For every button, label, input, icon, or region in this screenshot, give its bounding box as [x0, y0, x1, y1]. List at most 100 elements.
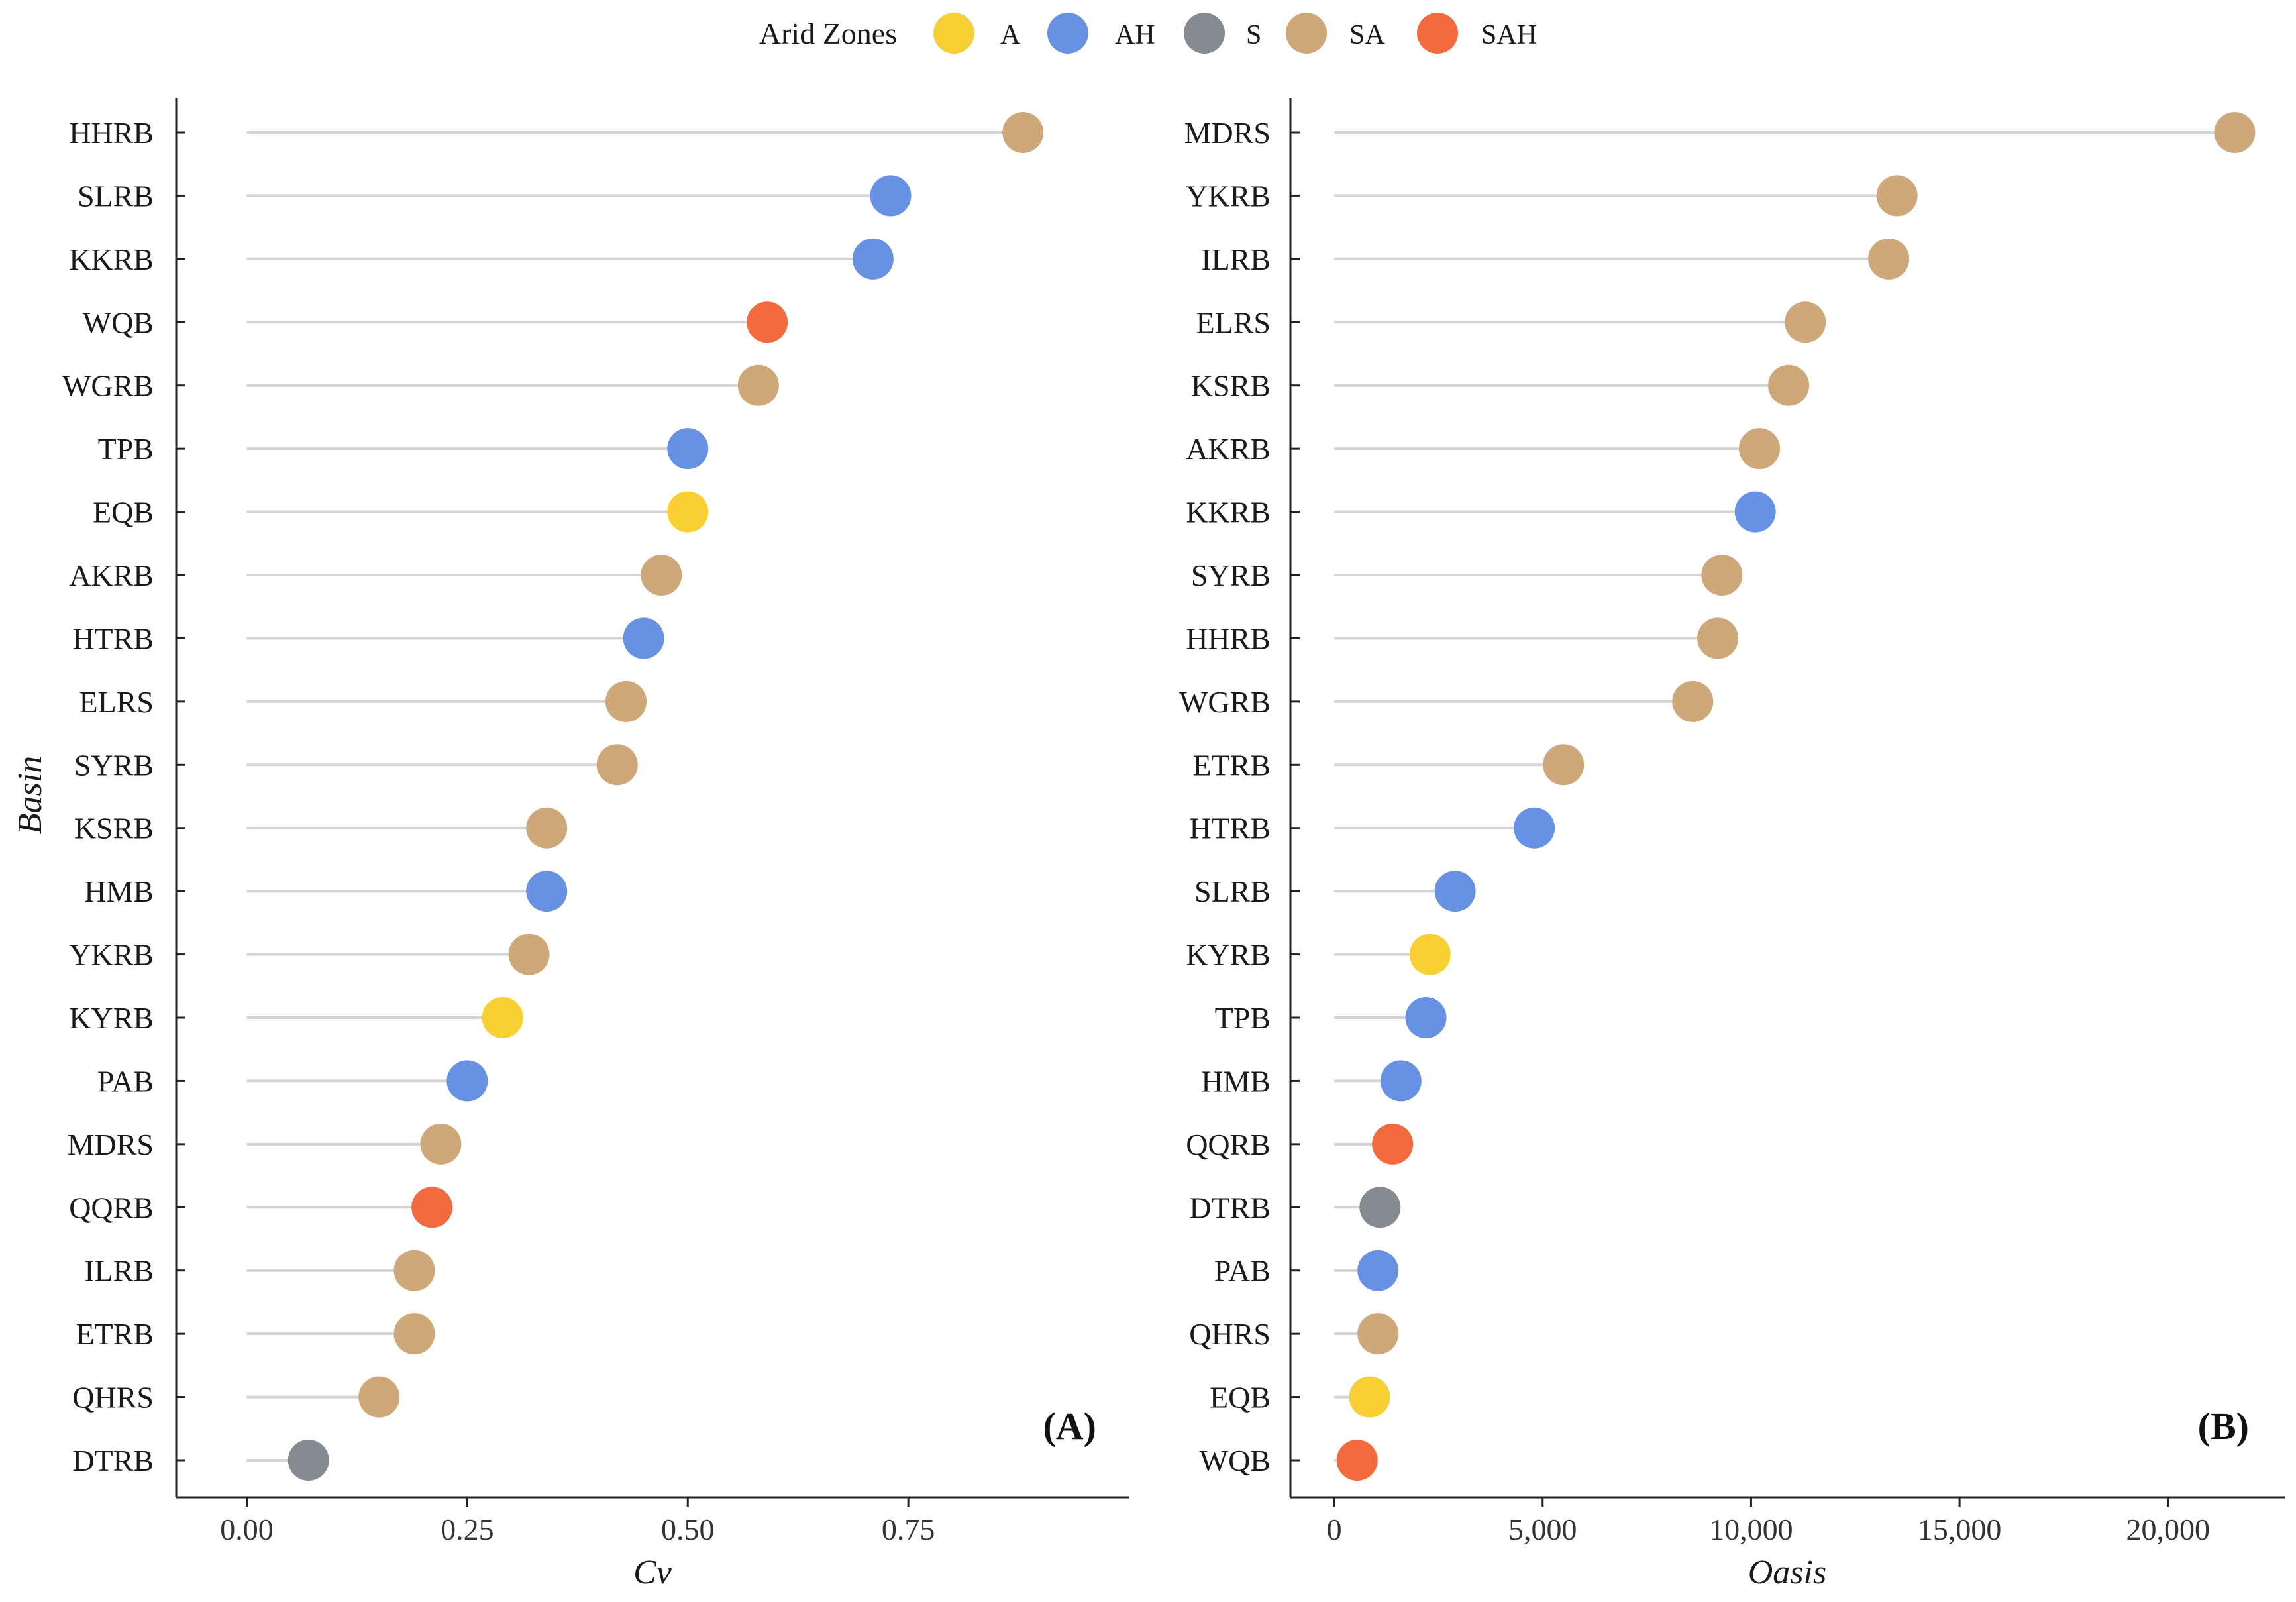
panel-a-y-axis-title: Basin	[11, 756, 49, 834]
panel-b-y-tick-label: KSRB	[1191, 369, 1271, 403]
panel-a-y-tick-label: SLRB	[78, 179, 154, 213]
legend-title: Arid Zones	[759, 17, 897, 50]
panel-b-point	[1359, 1187, 1401, 1228]
panel-b-y-tick-label: QQRB	[1186, 1128, 1271, 1161]
panel-b-point	[1349, 1376, 1390, 1418]
panel-b-point	[1372, 1123, 1414, 1165]
panel-b-x-axis-title: Oasis	[1748, 1554, 1826, 1591]
panel-b-y-tick-label: DTRB	[1189, 1191, 1271, 1224]
panel-a-point	[747, 301, 788, 343]
panel-b-point	[1868, 238, 1910, 280]
panel-b-y-tick-label: ETRB	[1192, 748, 1271, 782]
panel-b-point	[1405, 997, 1447, 1038]
legend-swatch-ah	[1047, 13, 1088, 54]
panel-b-x-tick-label: 15,000	[1918, 1513, 2002, 1546]
panel-b-y-tick-label: KKRB	[1186, 496, 1271, 529]
legend-label-s: S	[1246, 20, 1261, 50]
legend-swatch-sah	[1417, 13, 1458, 54]
panel-b-point	[2214, 112, 2256, 153]
panel-a-x-tick-label: 0.75	[882, 1513, 935, 1546]
panel-b-y-tick-label: YKRB	[1186, 179, 1271, 213]
panel-b-y-tick-label: SYRB	[1191, 559, 1271, 592]
panel-a-y-tick-label: HMB	[84, 875, 154, 908]
panel-a-point	[393, 1250, 435, 1291]
panel-a-y-tick-label: QHRS	[72, 1381, 154, 1415]
panel-a-point	[623, 617, 664, 659]
panel-a-point	[482, 997, 523, 1038]
panel-a-y-tick-label: SYRB	[74, 748, 154, 782]
panel-a-point	[641, 555, 682, 596]
panel-a-y-tick-label: ELRS	[79, 685, 154, 719]
panel-a-point	[667, 491, 709, 533]
panel-a-y-tick-label: HHRB	[69, 116, 154, 150]
panel-b-point	[1336, 1440, 1378, 1481]
panel-b-y-tick-label: WGRB	[1179, 685, 1271, 719]
panel-b-point	[1768, 364, 1810, 406]
panel-b-y-tick-label: AKRB	[1186, 432, 1271, 466]
legend: Arid Zones A AH S SA SAH	[759, 13, 1537, 54]
panel-a-y-tick-label: ILRB	[84, 1254, 154, 1288]
panel-b-point	[1701, 555, 1743, 596]
panel-a-point	[667, 428, 709, 470]
panel-a-y-tick-label: EQB	[93, 496, 154, 529]
panel-b-point	[1672, 680, 1714, 722]
panel-b-point	[1514, 807, 1555, 849]
panel-a-point	[358, 1376, 400, 1418]
panel-b-y-tick-label: HHRB	[1186, 621, 1271, 655]
panel-b-y-tick-label: EQB	[1210, 1381, 1271, 1415]
panel-b-y-tick-label: ELRS	[1196, 305, 1271, 339]
panel-a-point	[446, 1060, 488, 1102]
panel-a-point	[870, 175, 912, 217]
panel-b-point	[1357, 1313, 1399, 1355]
panel-a-y-tick-label: DTRB	[72, 1444, 154, 1477]
panel-b-point	[1734, 491, 1776, 533]
panel-b-point	[1876, 175, 1918, 217]
panel-a-point	[737, 364, 779, 406]
panel-a-point	[596, 744, 638, 786]
panel-a-point	[420, 1123, 462, 1165]
panel-b-point	[1380, 1060, 1422, 1102]
panel-a-x-tick-label: 0.50	[661, 1513, 715, 1546]
panel-b-x-tick-label: 5,000	[1508, 1513, 1577, 1546]
panel-a-point	[393, 1313, 435, 1355]
panel-a-y-tick-label: AKRB	[69, 559, 154, 592]
panel-b-point	[1543, 744, 1585, 786]
panel-b-point	[1697, 617, 1739, 659]
panel-b-point	[1409, 934, 1451, 975]
panel-a-chart: 0.00 0.25 0.50 0.75 HHRB SLRB KKRB WQB WGRB TPB EQ…	[11, 98, 1129, 1591]
panel-a-y-tick-label: PAB	[97, 1064, 154, 1098]
panel-a-y-tick-label: KSRB	[74, 812, 154, 845]
panel-a-point	[526, 807, 568, 849]
panel-b-label: (B)	[2198, 1405, 2249, 1448]
panel-a-y-tick-label: HTRB	[72, 621, 154, 655]
panel-b-y-tick-label: HTRB	[1189, 812, 1271, 845]
panel-b-point	[1785, 301, 1826, 343]
legend-swatch-a	[933, 13, 974, 54]
panel-b-y-tick-label: PAB	[1214, 1254, 1271, 1288]
panel-b-y-tick-label: ILRB	[1201, 242, 1271, 276]
panel-b-y-tick-label: KYRB	[1186, 938, 1271, 972]
panel-a-point	[508, 934, 550, 975]
panel-a-y-tick-label: MDRS	[68, 1128, 154, 1161]
panel-a-point	[411, 1187, 453, 1228]
panel-a-y-tick-label: KYRB	[69, 1001, 154, 1035]
panel-b-x-tick-label: 20,000	[2126, 1513, 2211, 1546]
panel-b-point	[1434, 871, 1476, 912]
panel-b-y-tick-label: QHRS	[1189, 1317, 1271, 1351]
legend-label-sa: SA	[1349, 20, 1385, 50]
panel-b-point	[1357, 1250, 1399, 1291]
panel-b-point	[1739, 428, 1781, 470]
panel-a-y-tick-label: ETRB	[76, 1317, 154, 1351]
panel-b-y-tick-label: HMB	[1201, 1064, 1271, 1098]
panel-b-x-tick-label: 10,000	[1709, 1513, 1793, 1546]
panel-b-y-tick-label: WQB	[1200, 1444, 1271, 1477]
panel-b-y-tick-label: SLRB	[1194, 875, 1271, 908]
panel-b-y-tick-label: TPB	[1215, 1001, 1271, 1035]
legend-label-sah: SAH	[1481, 20, 1537, 50]
panel-a-y-tick-label: KKRB	[69, 242, 154, 276]
panel-a-y-tick-label: WQB	[83, 305, 154, 339]
panel-a-point	[287, 1440, 329, 1481]
panel-b-x-tick-label: 0	[1327, 1513, 1342, 1546]
